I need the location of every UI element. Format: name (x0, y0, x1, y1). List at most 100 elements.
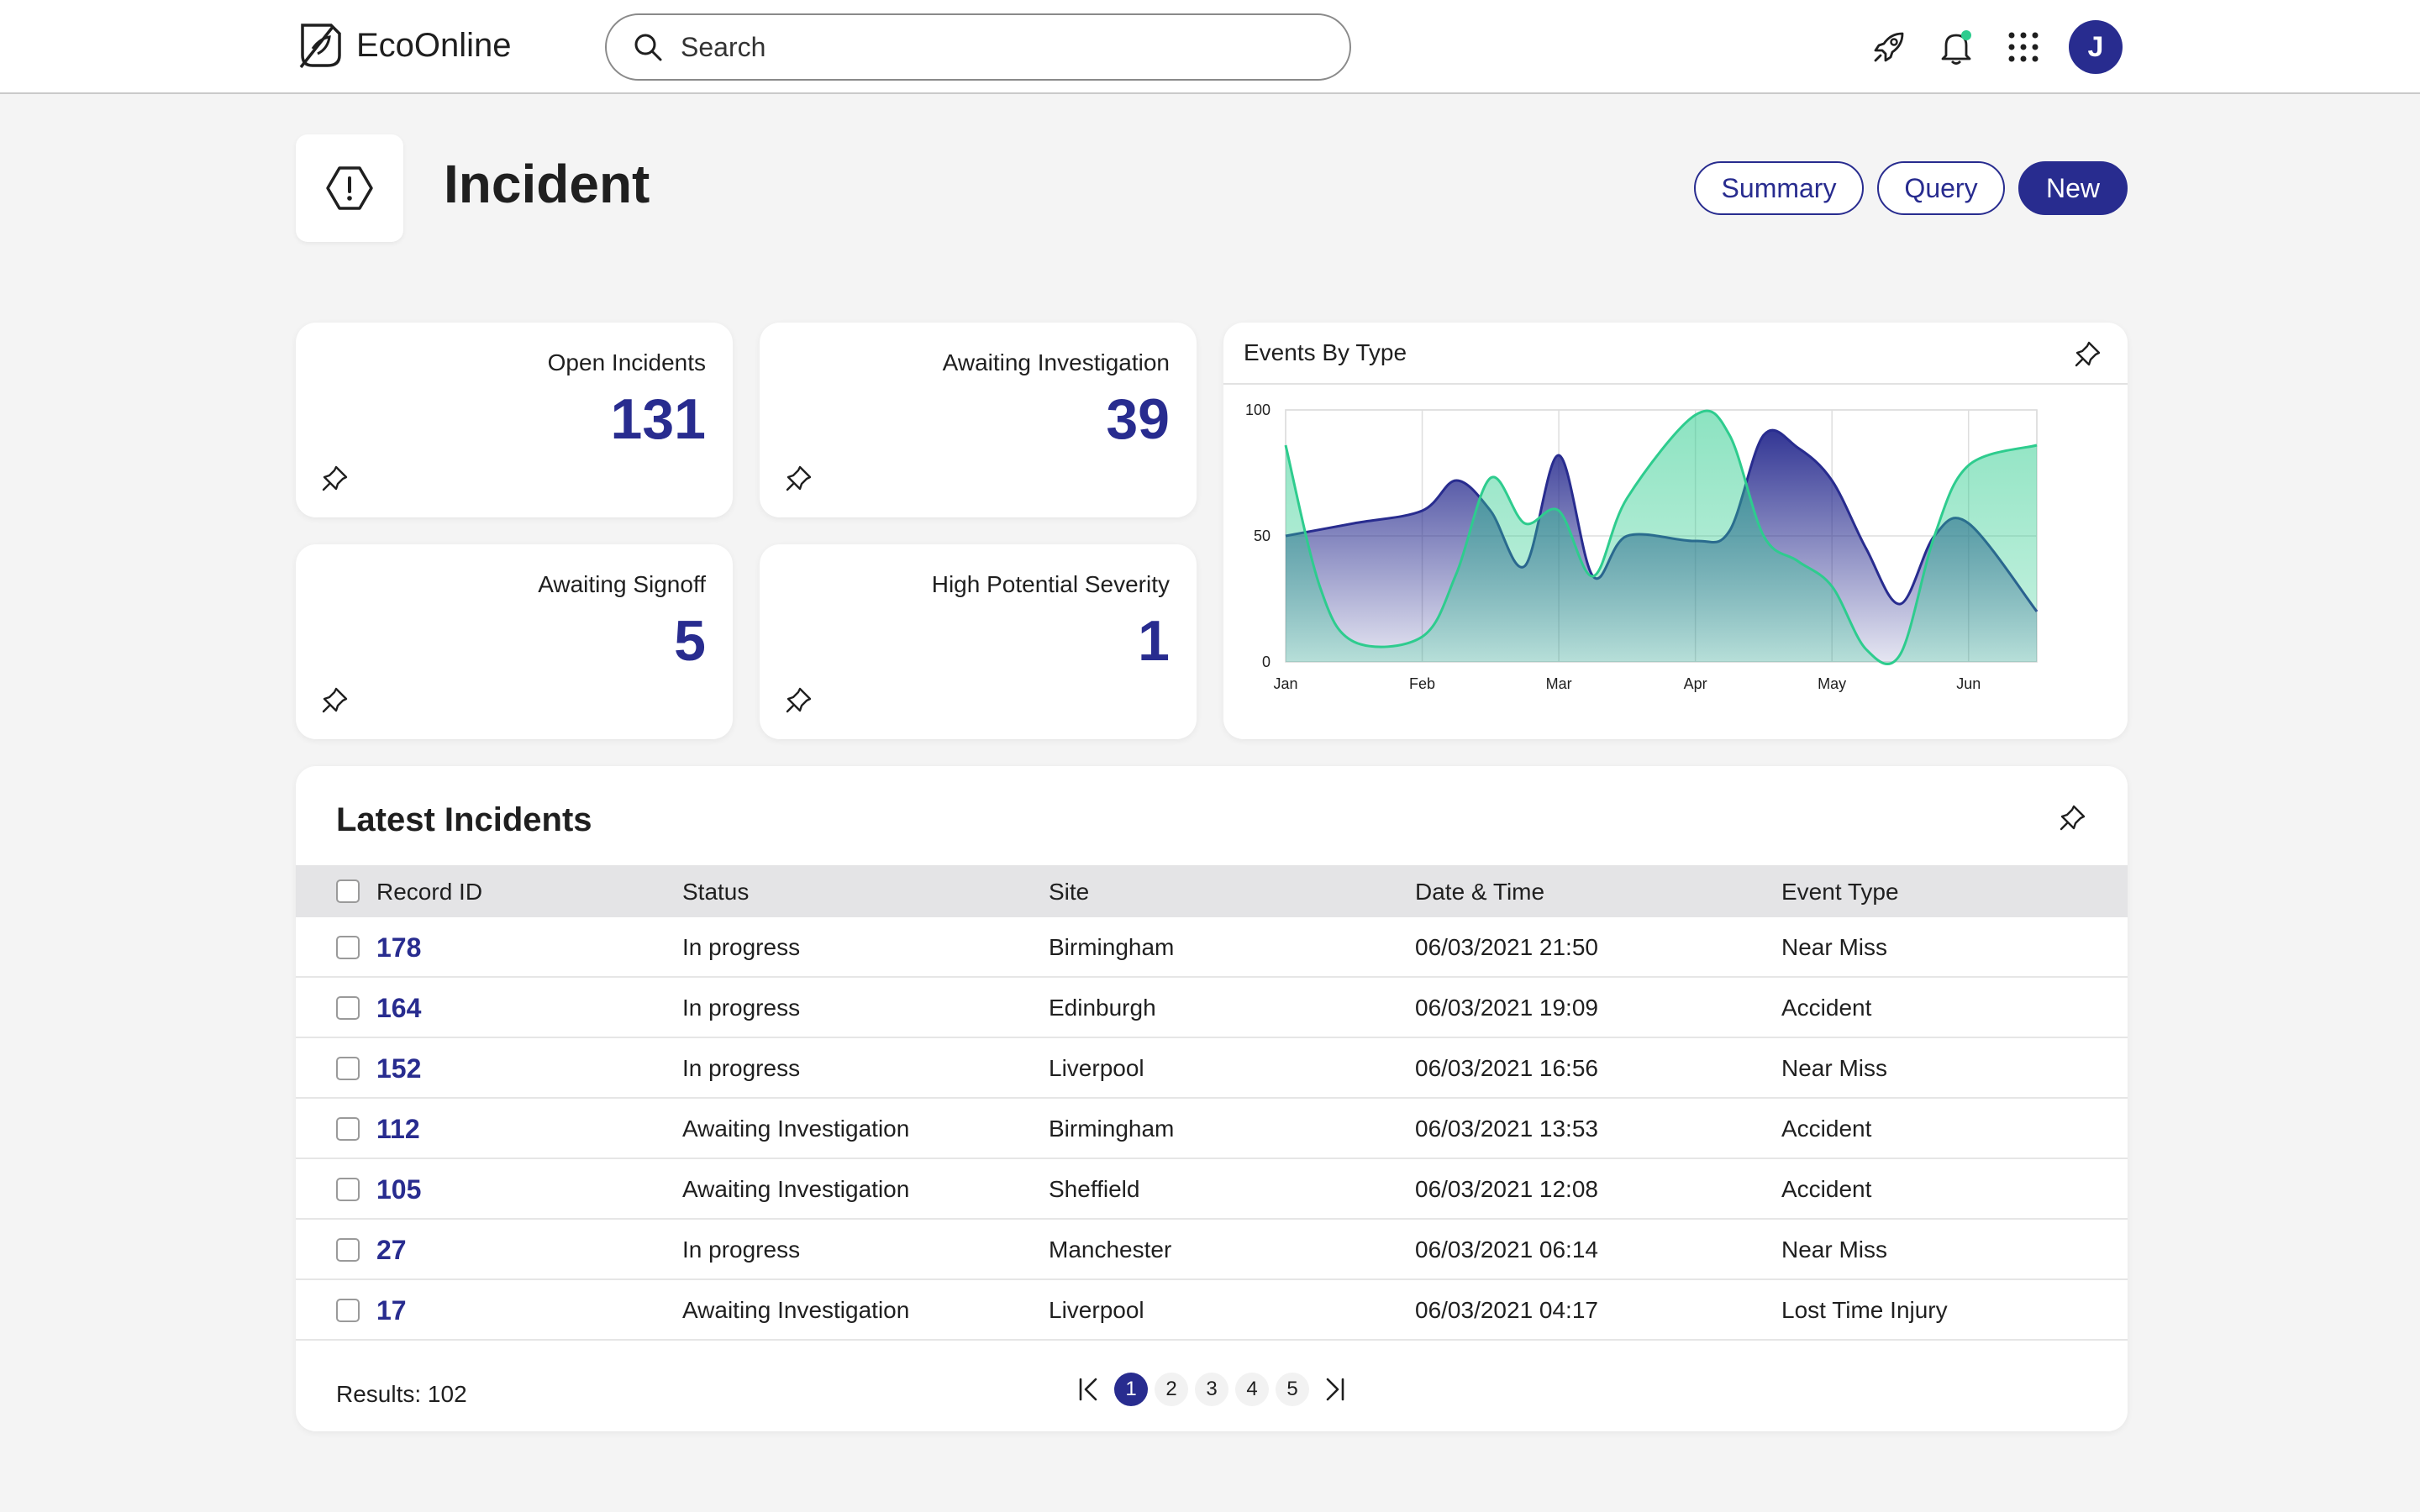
column-header-event-type[interactable]: Event Type (1781, 879, 1899, 905)
row-checkbox[interactable] (336, 1178, 360, 1201)
record-id-link[interactable]: 105 (376, 1174, 422, 1205)
search-icon (634, 34, 662, 61)
stat-value: 1 (1138, 609, 1170, 673)
x-tick-label: Feb (1409, 675, 1435, 692)
pin-icon[interactable] (785, 685, 813, 714)
y-tick-label: 50 (1254, 528, 1270, 544)
event-type-cell: Accident (1781, 995, 1872, 1021)
last-page-icon[interactable] (1316, 1371, 1353, 1408)
column-header-status[interactable]: Status (682, 879, 750, 905)
series-area-2 (1286, 411, 2037, 664)
notifications-button[interactable] (1931, 22, 1981, 72)
launch-button[interactable] (1864, 22, 1914, 72)
site-cell: Sheffield (1049, 1176, 1140, 1202)
date-time-cell: 06/03/2021 19:09 (1415, 995, 1598, 1021)
stat-label: High Potential Severity (931, 571, 1170, 597)
pin-icon[interactable] (2074, 339, 2102, 368)
table-row[interactable]: 152 In progress Liverpool 06/03/2021 16:… (296, 1038, 2128, 1099)
bell-icon (1941, 30, 1971, 65)
app-name: EcoOnline (356, 26, 512, 64)
record-id-link[interactable]: 17 (376, 1295, 407, 1326)
stat-value: 39 (1106, 387, 1170, 451)
page-button-4[interactable]: 4 (1235, 1373, 1269, 1406)
pin-icon[interactable] (785, 464, 813, 492)
column-header-site[interactable]: Site (1049, 879, 1090, 905)
stat-card-open-incidents[interactable]: Open Incidents 131 (296, 323, 733, 517)
user-avatar[interactable]: J (2069, 20, 2123, 74)
site-cell: Birmingham (1049, 934, 1175, 960)
rocket-icon (1874, 32, 1904, 62)
row-checkbox[interactable] (336, 996, 360, 1020)
row-checkbox[interactable] (336, 936, 360, 959)
grid-icon (2008, 32, 2039, 62)
status-cell: Awaiting Investigation (682, 1176, 910, 1202)
column-header-date-time[interactable]: Date & Time (1415, 879, 1545, 905)
table-row[interactable]: 105 Awaiting Investigation Sheffield 06/… (296, 1159, 2128, 1220)
date-time-cell: 06/03/2021 12:08 (1415, 1176, 1598, 1202)
page-button-5[interactable]: 5 (1276, 1373, 1309, 1406)
status-cell: In progress (682, 995, 801, 1021)
status-cell: In progress (682, 1055, 801, 1081)
pin-icon[interactable] (321, 464, 350, 492)
record-id-link[interactable]: 178 (376, 932, 422, 963)
status-cell: In progress (682, 1236, 801, 1263)
results-count: Results: 102 (336, 1381, 467, 1407)
record-id-link[interactable]: 112 (376, 1114, 420, 1144)
pin-icon[interactable] (2059, 803, 2087, 832)
table-row[interactable]: 112 Awaiting Investigation Birmingham 06… (296, 1099, 2128, 1159)
column-header-record-id[interactable]: Record ID (376, 879, 483, 905)
top-bar: EcoOnline J (0, 0, 2420, 94)
row-checkbox[interactable] (336, 1117, 360, 1141)
table-row[interactable]: 164 In progress Edinburgh 06/03/2021 19:… (296, 978, 2128, 1038)
record-id-link[interactable]: 152 (376, 1053, 422, 1084)
events-by-type-chart: Jan Feb Mar Apr May Jun 0 50 100 (1245, 402, 2039, 692)
stat-card-high-potential-severity[interactable]: High Potential Severity 1 (760, 544, 1197, 739)
status-cell: Awaiting Investigation (682, 1297, 910, 1323)
select-all-checkbox[interactable] (336, 879, 360, 903)
incident-module-icon-tile (296, 134, 403, 242)
stat-value: 131 (610, 387, 706, 451)
site-cell: Liverpool (1049, 1297, 1144, 1323)
page-button-1[interactable]: 1 (1114, 1373, 1148, 1406)
event-type-cell: Lost Time Injury (1781, 1297, 1948, 1323)
row-checkbox[interactable] (336, 1299, 360, 1322)
ecoonline-logo-icon (299, 24, 341, 69)
summary-button[interactable]: Summary (1694, 161, 1864, 215)
first-page-icon[interactable] (1071, 1371, 1107, 1408)
latest-incidents-card: Latest Incidents Record ID Status Site D… (296, 766, 2128, 1431)
new-button[interactable]: New (2018, 161, 2128, 215)
page-button-2[interactable]: 2 (1155, 1373, 1188, 1406)
search-bar[interactable] (605, 13, 1351, 81)
date-time-cell: 06/03/2021 04:17 (1415, 1297, 1598, 1323)
y-tick-label: 100 (1245, 402, 1270, 418)
row-checkbox[interactable] (336, 1057, 360, 1080)
event-type-cell: Accident (1781, 1116, 1872, 1142)
table-row[interactable]: 17 Awaiting Investigation Liverpool 06/0… (296, 1280, 2128, 1341)
event-type-cell: Near Miss (1781, 934, 1888, 960)
table-row[interactable]: 178 In progress Birmingham 06/03/2021 21… (296, 917, 2128, 978)
date-time-cell: 06/03/2021 21:50 (1415, 934, 1598, 960)
status-cell: In progress (682, 934, 801, 960)
app-launcher-button[interactable] (1998, 22, 2049, 72)
table-row[interactable]: 27 In progress Manchester 06/03/2021 06:… (296, 1220, 2128, 1280)
x-tick-label: Mar (1546, 675, 1572, 692)
stat-card-awaiting-signoff[interactable]: Awaiting Signoff 5 (296, 544, 733, 739)
series-line-2 (1284, 409, 2038, 665)
event-type-cell: Near Miss (1781, 1055, 1888, 1081)
warning-hexagon-icon (326, 166, 373, 210)
stat-card-awaiting-investigation[interactable]: Awaiting Investigation 39 (760, 323, 1197, 517)
page-button-3[interactable]: 3 (1195, 1373, 1228, 1406)
query-button[interactable]: Query (1877, 161, 2005, 215)
record-id-link[interactable]: 164 (376, 993, 422, 1023)
stat-label: Awaiting Investigation (942, 349, 1170, 375)
row-checkbox[interactable] (336, 1238, 360, 1262)
x-tick-label: May (1818, 675, 1846, 692)
pin-icon[interactable] (321, 685, 350, 714)
events-by-type-card: Events By Type Jan Feb Mar Apr May Jun 0 50 100 (1223, 323, 2128, 739)
date-time-cell: 06/03/2021 13:53 (1415, 1116, 1598, 1142)
event-type-cell: Accident (1781, 1176, 1872, 1202)
app-logo[interactable]: EcoOnline (294, 18, 512, 72)
event-type-cell: Near Miss (1781, 1236, 1888, 1263)
search-input[interactable] (679, 30, 1321, 64)
record-id-link[interactable]: 27 (376, 1235, 407, 1265)
